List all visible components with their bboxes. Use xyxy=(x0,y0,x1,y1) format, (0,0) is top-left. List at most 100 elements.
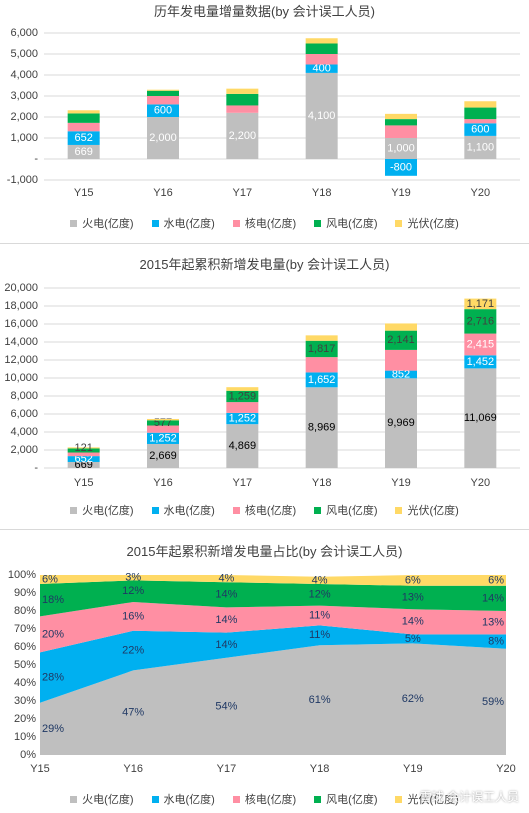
chart-annual-increment-plot: -1,000-1,0002,0003,0004,0005,0006,000Y15… xyxy=(7,27,520,199)
data-label: 6% xyxy=(488,574,504,586)
legend-label: 火电(亿度) xyxy=(82,794,134,806)
legend-label: 核电(亿度) xyxy=(244,505,297,517)
area-wind xyxy=(40,580,506,617)
y-tick-label: 2,000 xyxy=(10,111,38,123)
area-hydro xyxy=(40,625,506,703)
bar-solar xyxy=(147,89,179,91)
legend-swatch-solar xyxy=(395,219,403,227)
bar-wind xyxy=(464,309,497,334)
y-tick-label: 50% xyxy=(14,659,36,671)
data-label: 2,000 xyxy=(149,132,177,144)
y-tick-label: - xyxy=(34,153,38,165)
data-label: 1,100 xyxy=(467,141,495,153)
data-label: 47% xyxy=(122,707,144,719)
data-label: 1,652 xyxy=(308,374,336,386)
data-label: -800 xyxy=(390,161,412,173)
legend-label: 光伏(亿度) xyxy=(407,794,459,806)
data-label: 11,069 xyxy=(464,412,497,424)
bar-thermal xyxy=(226,424,259,468)
x-tick-label: Y19 xyxy=(403,763,423,775)
data-label: 1,452 xyxy=(467,356,495,368)
x-tick-label: Y18 xyxy=(312,187,332,199)
legend-label: 水电(亿度) xyxy=(163,505,215,517)
data-label: 11% xyxy=(309,629,330,641)
bar-solar xyxy=(305,335,338,341)
bar-wind xyxy=(147,90,179,96)
y-tick-label: 20,000 xyxy=(4,282,38,294)
y-tick-label: 5,000 xyxy=(10,48,38,60)
bar-solar xyxy=(226,88,259,94)
y-tick-label: 70% xyxy=(14,623,36,635)
bar-wind xyxy=(385,330,417,350)
data-label: 29% xyxy=(42,723,64,735)
x-tick-label: Y18 xyxy=(312,477,332,489)
y-tick-label: 6,000 xyxy=(10,27,38,39)
data-label: 14% xyxy=(215,614,237,626)
legend-item-nuclear: 核电(亿度) xyxy=(232,215,296,231)
y-tick-label: 40% xyxy=(14,677,36,689)
chart-cumulative-share-plot: 0% 10% 20% 30% 40% 50% 60% 70% 80% 90% 100% Y15 Y16 Y… xyxy=(8,569,516,775)
x-tick-label: Y20 xyxy=(471,477,491,489)
legend-swatch-thermal xyxy=(70,506,78,514)
legend-item-solar: 光伏(亿度) xyxy=(395,791,459,807)
y-tick-label: 90% xyxy=(14,587,36,599)
bar-nuclear xyxy=(147,96,179,105)
bar-hydro xyxy=(305,372,338,388)
bar-wind xyxy=(226,93,259,106)
legend-item-thermal: 火电(亿度) xyxy=(70,791,134,807)
chart-cumulative-share: 2015年起累积新增发电量占比(by 会计误工人员) 0% 10% 20% 30% 40… xyxy=(0,530,529,813)
y-tick-label: 10% xyxy=(14,731,36,743)
data-label: 14% xyxy=(482,592,504,604)
y-tick-label: 4,000 xyxy=(10,69,38,81)
bar-solar xyxy=(67,447,100,449)
y-tick-label: 16,000 xyxy=(4,318,38,330)
chart-legend: 火电(亿度) 水电(亿度) 核电(亿度) 风电(亿度) 光伏(亿度) xyxy=(0,502,529,518)
data-label: 2,200 xyxy=(229,130,257,142)
y-tick-label: 14,000 xyxy=(4,336,38,348)
bar-hydro xyxy=(67,131,100,145)
legend-item-nuclear: 核电(亿度) xyxy=(232,791,297,807)
bar-nuclear xyxy=(305,357,338,373)
y-tick-label: -1,000 xyxy=(7,174,38,186)
y-tick-label: 3,000 xyxy=(10,90,38,102)
legend-label: 风电(亿度) xyxy=(326,218,378,230)
data-label: 54% xyxy=(215,700,237,712)
legend-item-thermal: 火电(亿度) xyxy=(70,502,134,518)
y-tick-label: 80% xyxy=(14,605,36,617)
y-tick-label: 1,000 xyxy=(10,132,38,144)
data-label: 4,869 xyxy=(229,440,257,452)
legend-item-nuclear: 核电(亿度) xyxy=(232,502,297,518)
bar-nuclear xyxy=(226,402,259,413)
x-tick-label: Y18 xyxy=(310,763,330,775)
data-label: 11% xyxy=(309,609,330,621)
legend-swatch-wind xyxy=(314,219,322,227)
y-tick-label: 6,000 xyxy=(10,408,38,420)
divider xyxy=(0,529,529,530)
data-label: 2,141 xyxy=(387,334,415,346)
data-label: 600 xyxy=(471,124,489,136)
data-label: 577 xyxy=(154,417,172,429)
data-label: 4% xyxy=(218,573,234,585)
bar-thermal xyxy=(305,72,338,159)
bar-nuclear xyxy=(67,452,100,457)
data-label: 8,969 xyxy=(308,422,336,434)
data-label: 669 xyxy=(74,146,92,158)
bar-nuclear xyxy=(67,122,100,132)
bar-nuclear xyxy=(305,54,338,65)
data-label: 400 xyxy=(312,63,330,75)
bar-wind xyxy=(226,390,259,403)
data-label: 20% xyxy=(42,628,64,640)
legend-item-wind: 风电(亿度) xyxy=(314,215,377,231)
legend-item-thermal: 火电(亿度) xyxy=(70,215,134,231)
y-tick-label: 18,000 xyxy=(4,300,38,312)
bar-thermal xyxy=(385,378,417,468)
bar-wind xyxy=(67,448,100,453)
legend-item-solar: 光伏(亿度) xyxy=(395,502,459,518)
legend-item-hydro: 水电(亿度) xyxy=(151,215,215,231)
legend-label: 核电(亿度) xyxy=(244,794,297,806)
data-label: 652 xyxy=(74,132,92,144)
legend-label: 风电(亿度) xyxy=(326,794,378,806)
x-tick-label: Y19 xyxy=(391,477,411,489)
x-tick-label: Y20 xyxy=(471,187,491,199)
legend-label: 光伏(亿度) xyxy=(407,505,459,517)
